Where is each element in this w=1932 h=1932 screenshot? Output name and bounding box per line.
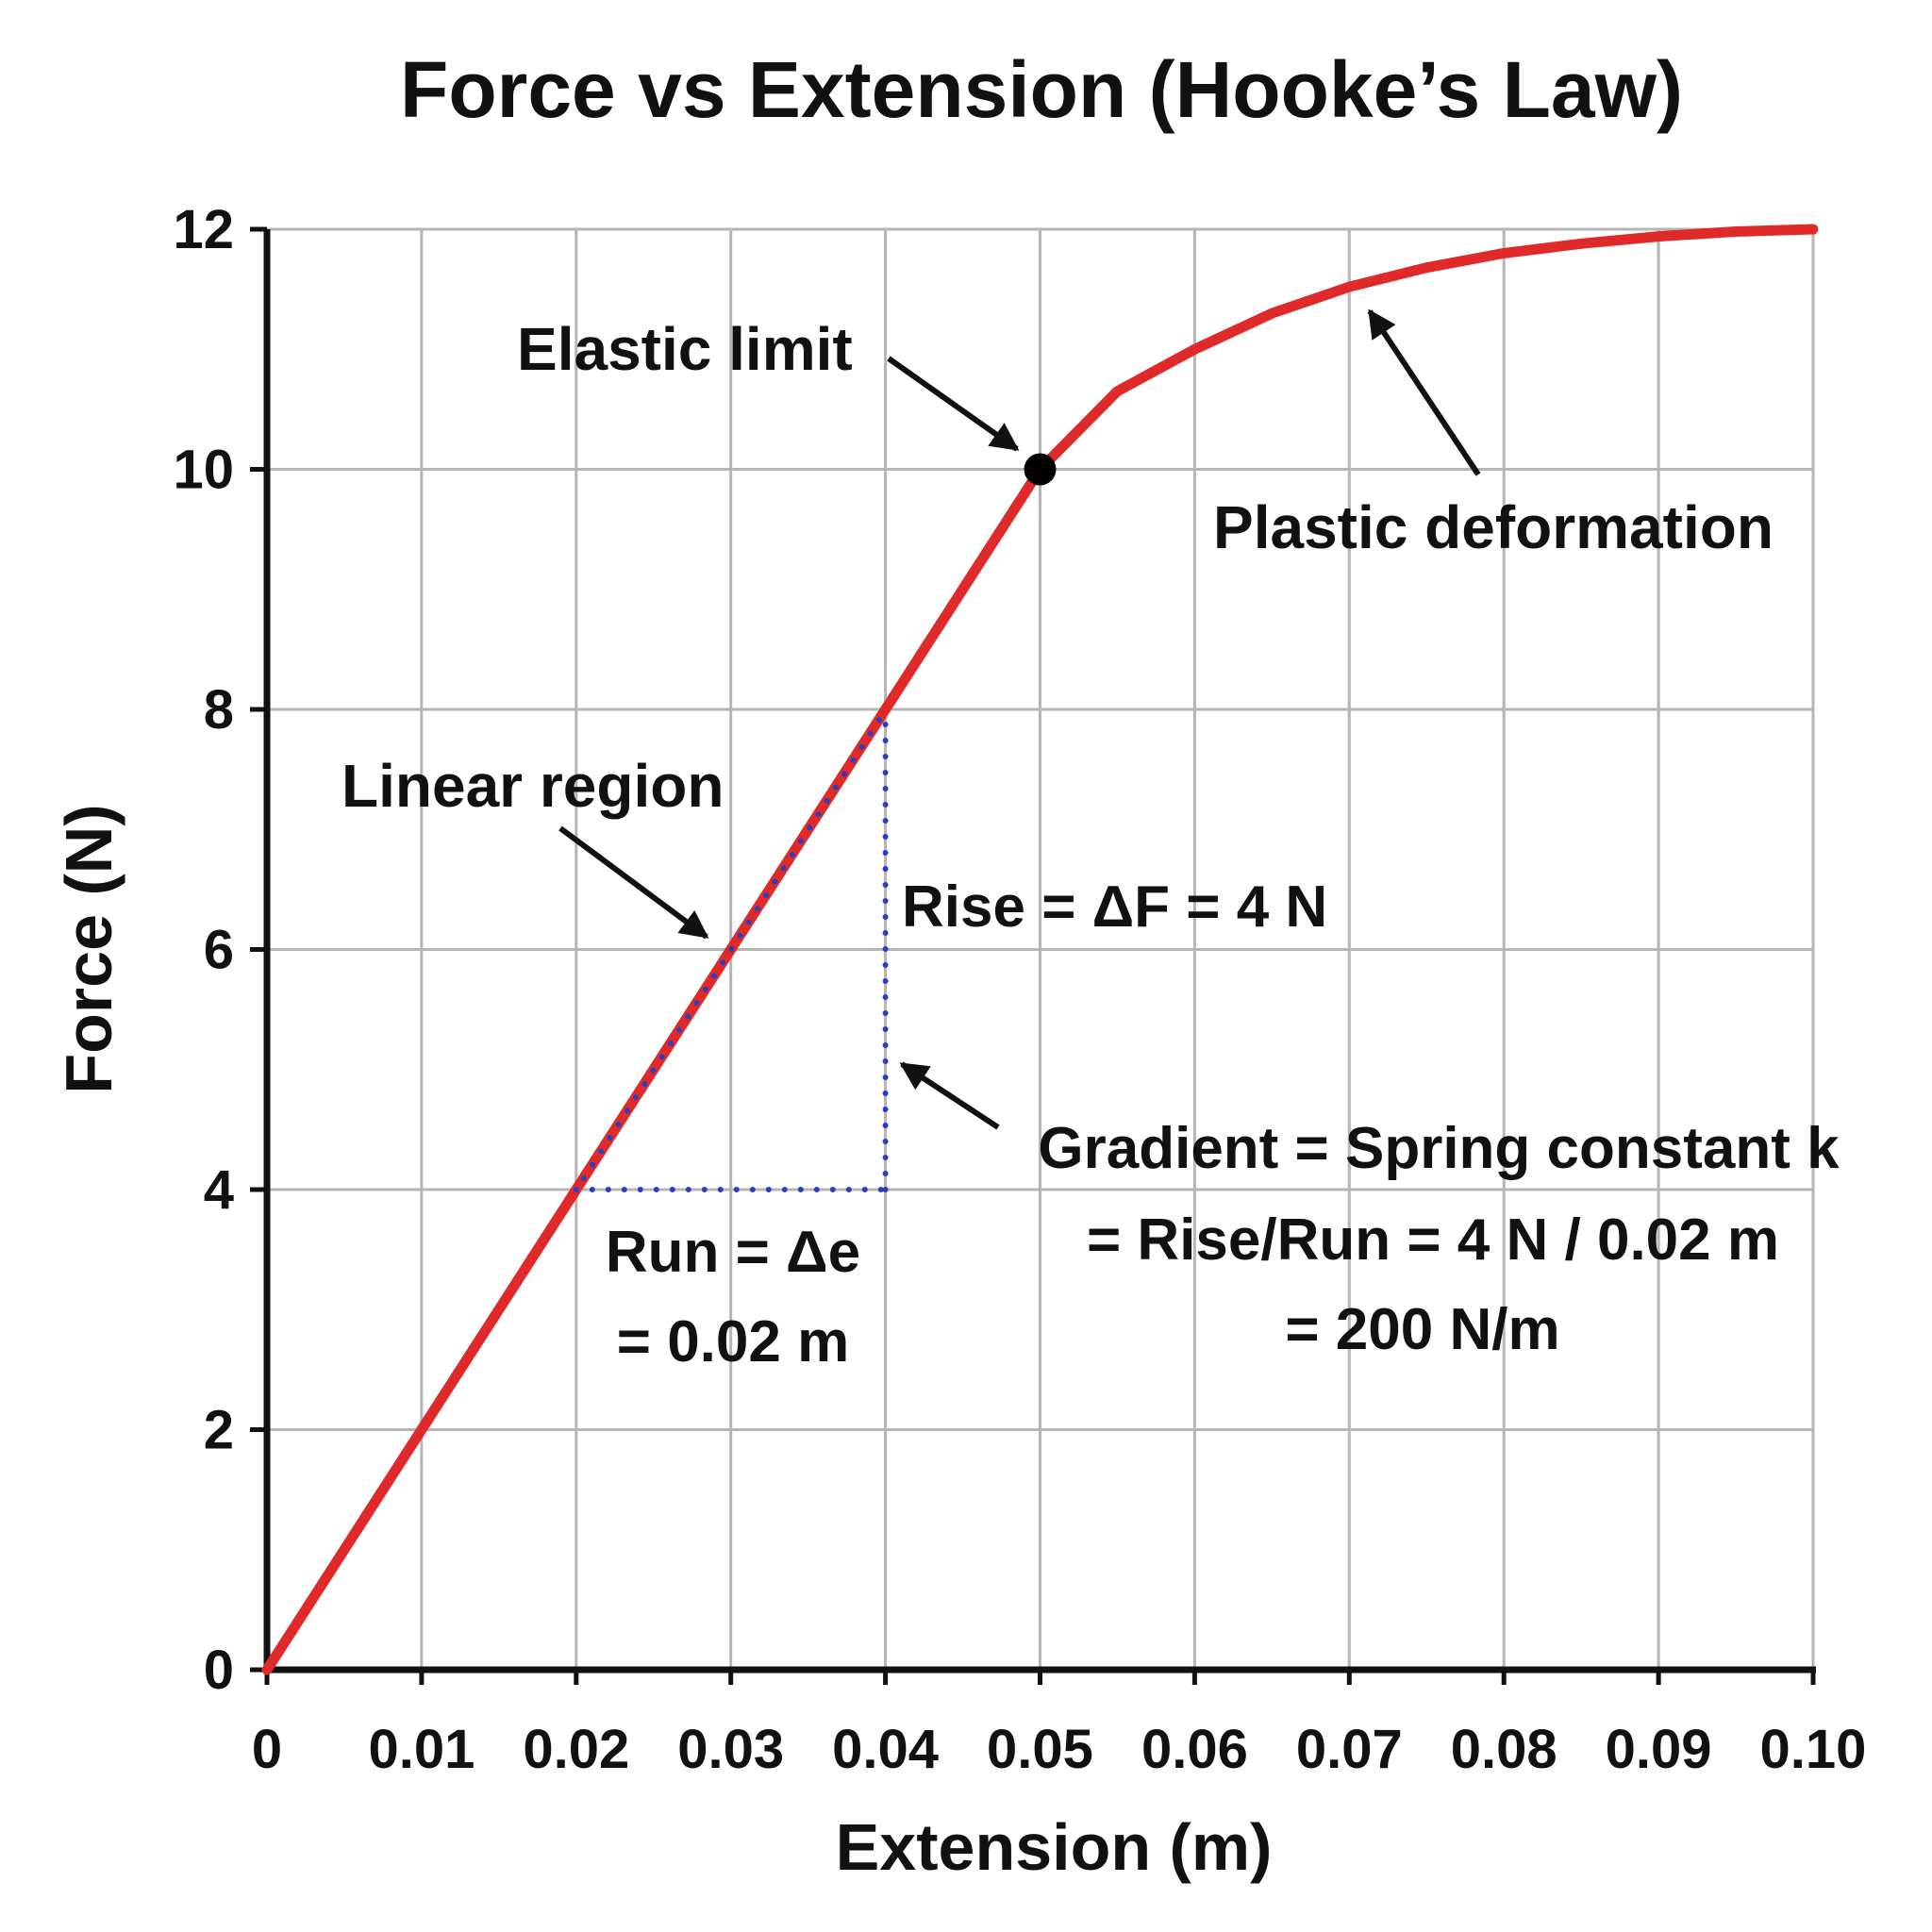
y-tick-label: 10 (173, 440, 234, 501)
y-tick-label: 4 (204, 1159, 234, 1221)
annotation-rise: Rise = ΔF = 4 N (902, 874, 1327, 940)
x-tick-label: 0.01 (368, 1719, 475, 1780)
elastic-limit-arrow (887, 356, 1020, 452)
x-tick-label: 0 (252, 1719, 282, 1780)
annotation-elastic-limit: Elastic limit (517, 315, 853, 383)
annotation-run-line2: = 0.02 m (617, 1309, 849, 1374)
y-axis-label: Force (N) (52, 804, 125, 1093)
annotation-plastic-deformation: Plastic deformation (1213, 493, 1774, 561)
x-tick-label: 0.03 (677, 1719, 784, 1780)
x-tick-label: 0.07 (1296, 1719, 1403, 1780)
tick-labels: 0 0.01 0.02 0.03 0.04 0.05 0.06 0.07 0.08 0.09 0.1… (173, 199, 1866, 1780)
annotation-linear-region: Linear region (341, 752, 724, 820)
y-tick-label: 2 (204, 1400, 234, 1461)
linear-region-arrow (558, 825, 709, 940)
y-tick-label: 12 (173, 199, 234, 260)
annotation-gradient-line3: = 200 N/m (1285, 1297, 1559, 1362)
x-tick-label: 0.09 (1606, 1719, 1712, 1780)
x-tick-label: 0.05 (987, 1719, 1093, 1780)
y-tick-label: 0 (204, 1640, 234, 1701)
x-tick-label: 0.02 (523, 1719, 629, 1780)
plastic-deformation-arrow (1367, 308, 1481, 476)
annotation-gradient-line2: = Rise/Run = 4 N / 0.02 m (1087, 1208, 1779, 1273)
elastic-limit-marker (1024, 453, 1057, 486)
y-tick-label: 8 (204, 679, 234, 741)
x-tick-label: 0.08 (1451, 1719, 1557, 1780)
x-axis-label: Extension (m) (836, 1810, 1273, 1884)
x-tick-label: 0.06 (1141, 1719, 1248, 1780)
grid (267, 227, 1815, 1670)
x-tick-label: 0.04 (832, 1719, 939, 1780)
annotation-run-line1: Run = Δe (606, 1220, 860, 1285)
x-tick-label: 0.10 (1760, 1719, 1867, 1780)
y-tick-label: 6 (204, 920, 234, 981)
chart-title: Force vs Extension (Hooke’s Law) (400, 45, 1683, 134)
axes (250, 226, 1816, 1685)
gradient-arrow (899, 1061, 1000, 1130)
gradient-triangle (573, 707, 889, 1192)
annotation-gradient-line1: Gradient = Spring constant k (1038, 1116, 1840, 1181)
